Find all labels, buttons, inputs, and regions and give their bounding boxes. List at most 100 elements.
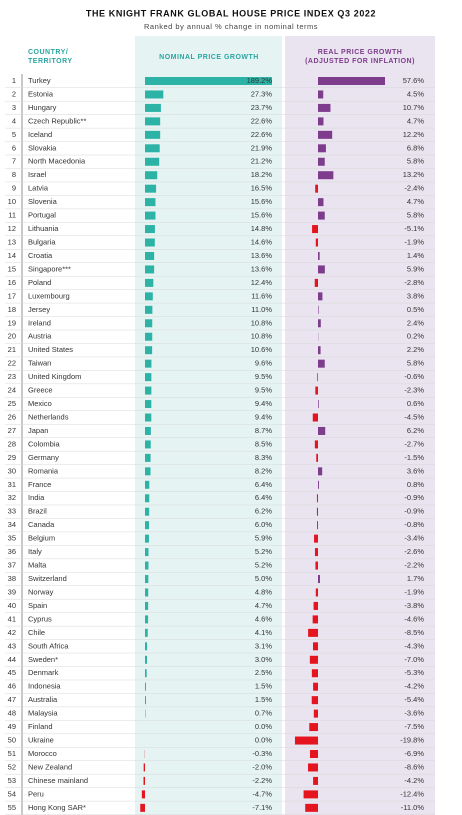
value-label: 22.6% bbox=[251, 130, 273, 139]
value-label: 1.5% bbox=[255, 695, 272, 704]
value-label: 2.4% bbox=[407, 318, 424, 327]
bar bbox=[145, 359, 152, 368]
bar bbox=[145, 238, 155, 247]
rank: 26 bbox=[8, 412, 16, 421]
bar bbox=[318, 144, 326, 153]
value-label: -1.9% bbox=[404, 238, 424, 247]
country-label: Mexico bbox=[28, 399, 52, 408]
value-label: -0.8% bbox=[404, 520, 424, 529]
bar bbox=[315, 561, 318, 570]
value-label: -0.9% bbox=[404, 493, 424, 502]
bar bbox=[145, 278, 154, 287]
country-label: Slovenia bbox=[28, 197, 58, 206]
rank: 13 bbox=[8, 238, 16, 247]
country-label: Taiwan bbox=[28, 359, 51, 368]
country-label: Finland bbox=[28, 722, 53, 731]
country-label: Sweden* bbox=[28, 655, 58, 664]
value-label: 5.2% bbox=[255, 561, 272, 570]
bar bbox=[303, 790, 318, 799]
value-label: -3.4% bbox=[404, 534, 424, 543]
value-label: 23.7% bbox=[251, 103, 273, 112]
rank: 38 bbox=[8, 574, 16, 583]
value-label: 10.8% bbox=[251, 318, 273, 327]
value-label: 14.6% bbox=[251, 238, 273, 247]
value-label: -7.5% bbox=[404, 722, 424, 731]
bar bbox=[312, 642, 318, 651]
rank: 7 bbox=[12, 157, 16, 166]
bar bbox=[309, 655, 318, 664]
rank: 45 bbox=[8, 668, 16, 677]
bar bbox=[318, 305, 319, 314]
bar bbox=[145, 615, 149, 624]
value-label: -1.9% bbox=[404, 587, 424, 596]
country-label: Hungary bbox=[28, 103, 57, 112]
bar bbox=[318, 467, 323, 476]
value-label: -2.8% bbox=[404, 278, 424, 287]
bar bbox=[314, 278, 318, 287]
country-label: Denmark bbox=[28, 668, 59, 677]
value-label: 0.2% bbox=[407, 332, 424, 341]
value-label: -4.2% bbox=[404, 776, 424, 785]
bar bbox=[145, 507, 150, 516]
rank: 33 bbox=[8, 507, 16, 516]
bar bbox=[317, 521, 318, 530]
bar bbox=[145, 157, 160, 166]
value-label: -2.2% bbox=[404, 561, 424, 570]
rank: 21 bbox=[8, 345, 16, 354]
bar bbox=[309, 723, 318, 732]
value-label: 9.4% bbox=[255, 412, 272, 421]
rank: 16 bbox=[8, 278, 16, 287]
bar bbox=[145, 305, 153, 314]
bar bbox=[145, 292, 153, 301]
value-label: 3.0% bbox=[255, 655, 272, 664]
value-label: 1.4% bbox=[407, 251, 424, 260]
rank: 23 bbox=[8, 372, 16, 381]
value-label: 4.5% bbox=[407, 89, 424, 98]
value-label: -7.1% bbox=[252, 803, 272, 812]
rank: 10 bbox=[8, 197, 16, 206]
value-label: -2.7% bbox=[404, 439, 424, 448]
rank: 3 bbox=[12, 103, 16, 112]
country-label: Iceland bbox=[28, 130, 52, 139]
bar bbox=[145, 655, 148, 664]
bar bbox=[145, 467, 151, 476]
bar bbox=[311, 669, 318, 678]
value-label: 11.0% bbox=[251, 305, 272, 314]
value-label: -8.6% bbox=[404, 762, 424, 771]
country-label: Ukraine bbox=[28, 736, 54, 745]
country-label: Malaysia bbox=[28, 709, 58, 718]
bar bbox=[315, 588, 318, 597]
country-label: Cyprus bbox=[28, 614, 52, 623]
value-label: 5.8% bbox=[407, 157, 424, 166]
bar bbox=[318, 211, 325, 220]
bar bbox=[314, 548, 318, 557]
bar bbox=[145, 198, 156, 207]
country-label: Jersey bbox=[28, 305, 50, 314]
bar bbox=[315, 184, 318, 193]
value-label: 9.4% bbox=[255, 399, 272, 408]
bar bbox=[313, 682, 318, 691]
country-label: Czech Republic** bbox=[28, 116, 86, 125]
value-label: 6.4% bbox=[255, 480, 272, 489]
value-label: -2.6% bbox=[404, 547, 424, 556]
bar bbox=[318, 90, 324, 99]
nominal-column-bg bbox=[135, 36, 282, 815]
value-label: -4.7% bbox=[252, 789, 272, 798]
value-label: -5.4% bbox=[404, 695, 424, 704]
value-label: -19.8% bbox=[400, 736, 424, 745]
rank: 43 bbox=[8, 641, 16, 650]
bar bbox=[143, 776, 145, 785]
bar bbox=[145, 211, 156, 220]
bar bbox=[145, 130, 161, 139]
bar bbox=[315, 386, 318, 395]
rank: 42 bbox=[8, 628, 16, 637]
value-label: -5.3% bbox=[404, 668, 424, 677]
value-label: 12.4% bbox=[251, 278, 273, 287]
value-label: -4.5% bbox=[404, 412, 424, 421]
rank: 39 bbox=[8, 587, 16, 596]
bar bbox=[145, 144, 160, 153]
value-label: 15.6% bbox=[251, 197, 273, 206]
country-label: Romania bbox=[28, 466, 59, 475]
rank: 51 bbox=[8, 749, 16, 758]
